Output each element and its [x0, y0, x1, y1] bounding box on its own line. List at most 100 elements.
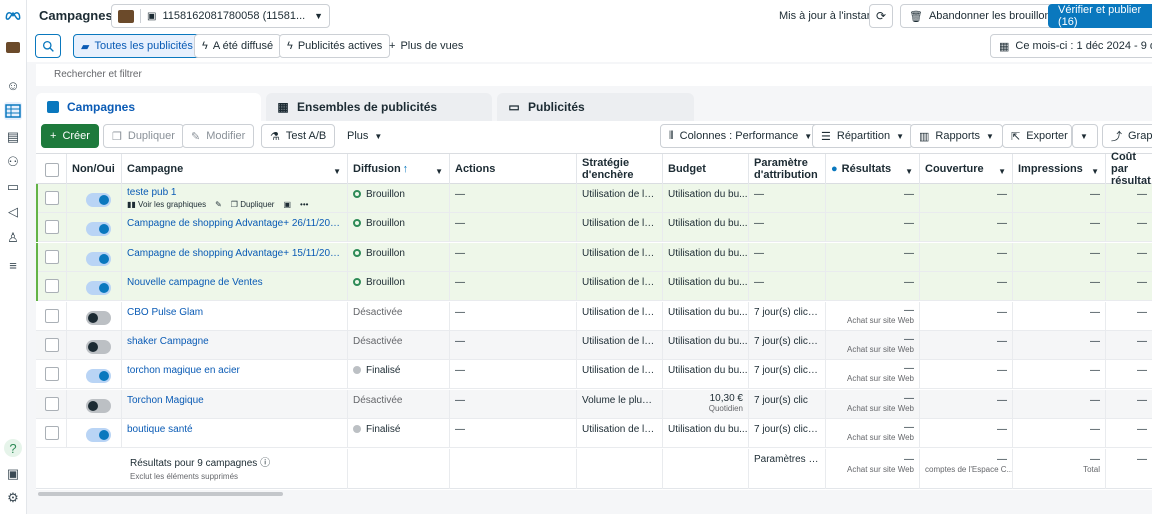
audience-icon[interactable]: ⚇	[7, 154, 19, 169]
row-checkbox[interactable]	[45, 338, 59, 352]
row-checkbox[interactable]	[45, 249, 59, 264]
table-row[interactable]: Nouvelle campagne de Ventes Brouillon — …	[36, 272, 1152, 302]
campaign-name-link[interactable]: teste pub 1	[127, 187, 177, 198]
table-row[interactable]: Campagne de shopping Advantage+ 15/11/20…	[36, 242, 1152, 272]
col-reach[interactable]: Couverture ▼	[920, 154, 1013, 184]
horizontal-scrollbar[interactable]	[38, 492, 283, 496]
filter-delivered[interactable]: ϟ A été diffusé	[194, 34, 282, 58]
date-range-picker[interactable]: ▦ Ce mois-ci : 1 déc 2024 - 9 déc 2024	[990, 34, 1152, 58]
table-row[interactable]: teste pub 1 ▮▮ Voir les graphiques ✎ ❐ D…	[36, 184, 1152, 213]
review-publish-button[interactable]: Vérifier et publier (16)	[1048, 4, 1152, 28]
tab-ads[interactable]: ▭ Publicités	[497, 93, 694, 121]
edit-icon[interactable]: ✎	[215, 200, 222, 209]
account-selector[interactable]: ▣ 1158162081780058 (11581... ▼	[111, 4, 330, 28]
campaign-toggle[interactable]	[86, 281, 111, 296]
campaign-toggle[interactable]	[86, 369, 111, 384]
account-avatar-icon[interactable]	[4, 38, 22, 56]
help-icon[interactable]: ?	[4, 439, 22, 457]
campaign-toggle[interactable]	[86, 222, 111, 237]
ab-test-button[interactable]: ⚗ Test A/B	[261, 124, 336, 148]
search-button[interactable]	[35, 34, 61, 58]
catalog-icon[interactable]: ▤	[6, 129, 20, 144]
row-checkbox[interactable]	[45, 367, 59, 382]
reports-button[interactable]: ▥ Rapports ▼	[910, 124, 1003, 148]
table-row[interactable]: Campagne de shopping Advantage+ 26/11/20…	[36, 213, 1152, 243]
grid-icon: ▦	[277, 100, 289, 114]
col-impressions[interactable]: Impressions ▼	[1013, 154, 1106, 184]
campaigns-table-icon[interactable]	[4, 102, 22, 120]
col-bid-strategy[interactable]: Stratégie d'enchère	[577, 154, 663, 184]
filter-all-ads[interactable]: ▰ Toutes les publicités	[73, 34, 201, 58]
campaign-name-link[interactable]: boutique santé	[127, 424, 193, 436]
campaign-name-link[interactable]: CBO Pulse Glam	[127, 306, 204, 318]
col-onoff[interactable]: Non/Oui	[67, 154, 122, 184]
megaphone-icon[interactable]: ◁	[8, 204, 18, 219]
campaign-toggle[interactable]	[86, 251, 111, 266]
menu-icon[interactable]: ≡	[9, 257, 17, 273]
row-checkbox[interactable]	[45, 396, 59, 411]
campaign-name-link[interactable]: Nouvelle campagne de Ventes	[127, 277, 263, 289]
refresh-button[interactable]: ⟳	[869, 4, 893, 28]
settings-gear-icon[interactable]: ⚙	[7, 490, 19, 505]
col-cost-per-result[interactable]: Coût par résultat	[1111, 151, 1151, 187]
campaign-name-link[interactable]: shaker Campagne	[127, 336, 209, 347]
filter-active-ads[interactable]: ϟ Publicités actives	[279, 34, 391, 58]
row-checkbox[interactable]	[45, 279, 59, 294]
row-checkbox[interactable]	[45, 426, 59, 441]
row-checkbox[interactable]	[45, 220, 59, 235]
duplicate-link[interactable]: ❐ Dupliquer	[231, 200, 275, 209]
row-checkbox[interactable]	[45, 191, 59, 205]
edit-button[interactable]: ✎ Modifier	[182, 124, 255, 148]
campaign-toggle[interactable]	[86, 398, 111, 413]
abandon-drafts-button[interactable]: 🗑 Abandonner les brouillons	[900, 4, 1069, 28]
col-budget[interactable]: Budget	[663, 154, 749, 184]
more-views-button[interactable]: + Plus de vues	[381, 34, 471, 58]
info-icon[interactable]: ⓘ	[260, 457, 271, 469]
export-button[interactable]: ⇱ Exporter	[1002, 124, 1072, 148]
campaign-toggle[interactable]	[86, 310, 111, 325]
emoji-icon[interactable]: ☺	[6, 77, 20, 93]
col-campaign[interactable]: Campagne ▼	[122, 154, 348, 184]
results-cell: — Achat sur site Web	[826, 389, 920, 419]
col-attribution[interactable]: Paramètre d'attribution	[749, 154, 826, 184]
onoff-cell	[67, 272, 122, 302]
graphs-button[interactable]: ⤴ Graphiques	[1102, 124, 1152, 148]
delivery-status: Désactivée	[353, 306, 403, 318]
image-icon[interactable]: ▣	[283, 200, 292, 209]
breakdown-button[interactable]: ☰ Répartition ▼	[812, 124, 913, 148]
col-results[interactable]: ● Résultats ▼	[826, 154, 920, 184]
duplicate-button[interactable]: ❐ Dupliquer	[103, 124, 184, 148]
campaign-toggle[interactable]	[86, 428, 111, 443]
view-charts-link[interactable]: ▮▮ Voir les graphiques	[127, 200, 206, 209]
table-row[interactable]: boutique santé Finalisé — Utilisation de…	[36, 419, 1152, 449]
table-row[interactable]: Torchon Magique Désactivée — Volume le p…	[36, 389, 1152, 419]
campaign-name-link[interactable]: Campagne de shopping Advantage+ 26/11/20…	[127, 218, 342, 230]
notes-icon[interactable]: ▣	[6, 466, 20, 481]
empty-cell	[450, 448, 577, 489]
campaign-name-link[interactable]: Torchon Magique	[127, 394, 204, 406]
table-row[interactable]: torchon magique en acier Finalisé — Util…	[36, 360, 1152, 390]
campaign-toggle[interactable]	[86, 193, 111, 207]
billing-icon[interactable]: ▭	[6, 179, 20, 194]
table-row[interactable]: shaker Campagne Désactivée — Utilisation…	[36, 331, 1152, 360]
campaign-name-link[interactable]: torchon magique en acier	[127, 365, 240, 377]
more-button[interactable]: Plus ▼	[338, 124, 392, 148]
row-checkbox[interactable]	[45, 308, 59, 323]
export-options-button[interactable]: ▼	[1072, 124, 1098, 148]
campaign-toggle[interactable]	[86, 340, 111, 354]
table-row[interactable]: CBO Pulse Glam Désactivée — Utilisation …	[36, 301, 1152, 331]
select-all-checkbox[interactable]	[45, 163, 59, 177]
people-icon[interactable]: ♙	[7, 230, 19, 245]
impressions-cell: —	[1013, 360, 1106, 390]
cost-per-result-cell: —	[1137, 218, 1147, 230]
tab-adsets[interactable]: ▦ Ensembles de publicités	[266, 93, 492, 121]
search-filter-input[interactable]: Rechercher et filtrer	[36, 64, 1152, 86]
create-button[interactable]: + Créer	[41, 124, 99, 148]
campaign-name-link[interactable]: Campagne de shopping Advantage+ 15/11/20…	[127, 247, 342, 259]
tab-campaigns[interactable]: Campagnes	[36, 93, 261, 121]
col-actions[interactable]: Actions	[450, 154, 577, 184]
columns-button[interactable]: ⫴ Colonnes : Performance ▼	[660, 124, 822, 148]
col-delivery[interactable]: Diffusion ↑ ▼	[348, 154, 450, 184]
more-options-icon[interactable]: •••	[300, 200, 309, 209]
meta-logo-icon[interactable]	[4, 6, 22, 24]
